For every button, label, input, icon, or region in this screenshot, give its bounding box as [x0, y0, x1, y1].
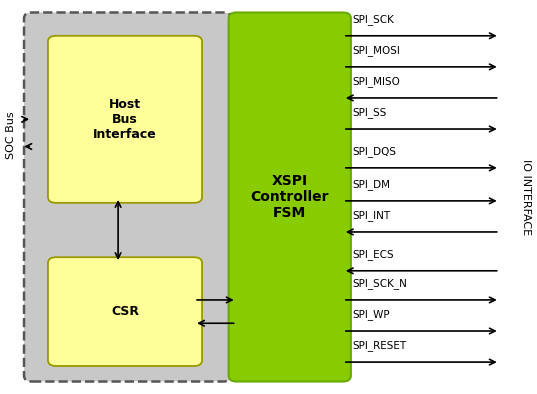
- Text: SPI_MISO: SPI_MISO: [352, 76, 400, 87]
- Text: SPI_DQS: SPI_DQS: [352, 146, 396, 157]
- Text: SPI_SCK_N: SPI_SCK_N: [352, 278, 407, 289]
- Text: Host
Bus
Interface: Host Bus Interface: [93, 98, 157, 141]
- Text: XSPI
Controller
FSM: XSPI Controller FSM: [250, 174, 329, 220]
- FancyBboxPatch shape: [229, 13, 351, 381]
- Text: SPI_RESET: SPI_RESET: [352, 340, 406, 351]
- Text: SOC Bus: SOC Bus: [6, 111, 16, 159]
- Text: SPI_DM: SPI_DM: [352, 179, 390, 190]
- Text: SPI_WP: SPI_WP: [352, 309, 389, 320]
- Text: SPI_MOSI: SPI_MOSI: [352, 45, 400, 56]
- FancyBboxPatch shape: [48, 36, 202, 203]
- Text: SPI_SCK: SPI_SCK: [352, 14, 394, 25]
- Text: SPI_INT: SPI_INT: [352, 210, 390, 221]
- Text: CSR: CSR: [111, 305, 139, 318]
- FancyBboxPatch shape: [48, 257, 202, 366]
- Text: SPI_SS: SPI_SS: [352, 107, 386, 118]
- Text: IO INTERFACE: IO INTERFACE: [521, 159, 531, 235]
- Text: SPI_ECS: SPI_ECS: [352, 249, 394, 260]
- FancyBboxPatch shape: [24, 13, 231, 381]
